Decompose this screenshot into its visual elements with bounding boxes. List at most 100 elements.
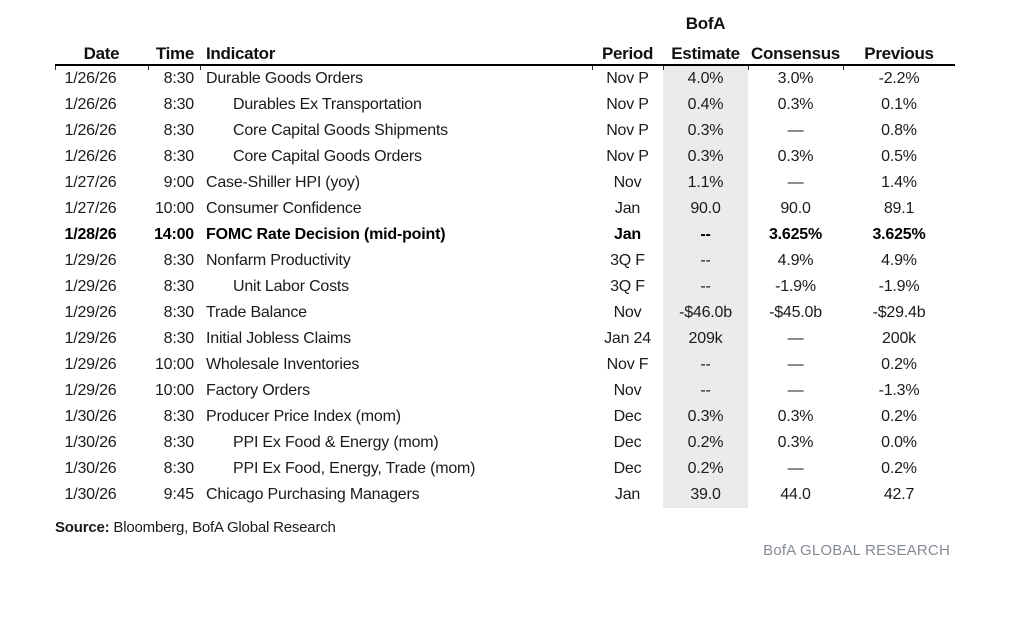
previous-cell: 200k [882,330,916,347]
previous-cell: 0.1% [881,96,917,113]
consensus-cell: -1.9% [775,278,816,295]
time-cell: 9:45 [163,486,195,503]
source-label: Source: [55,519,110,536]
consensus-cell: — [787,174,804,191]
date-cell: 1/29/26 [64,278,117,295]
time-cell: 8:30 [163,148,195,165]
col-header-period: Period [601,44,654,63]
estimate-cell: 0.3% [663,404,748,430]
consensus-cell: — [787,122,804,139]
indicator-cell: Durable Goods Orders [206,70,363,87]
estimate-cell: -- [663,248,748,274]
indicator-cell: PPI Ex Food & Energy (mom) [233,434,439,451]
estimate-cell: -- [663,274,748,300]
estimate-cell: -- [663,352,748,378]
table-row: 1/29/26 8:30 Nonfarm Productivity 3Q F -… [55,248,955,274]
time-cell: 9:00 [163,174,195,191]
date-cell: 1/29/26 [64,304,117,321]
period-cell: Nov [613,304,642,321]
col-header-previous: Previous [864,44,934,63]
consensus-cell: 0.3% [777,96,814,113]
date-cell: 1/30/26 [64,460,117,477]
consensus-cell: — [787,356,804,373]
column-tick [663,66,664,70]
indicator-cell: PPI Ex Food, Energy, Trade (mom) [233,460,476,477]
estimate-cell: 4.0% [663,66,748,92]
indicator-cell: Unit Labor Costs [233,278,349,295]
indicator-cell: Trade Balance [206,304,307,321]
previous-cell: 0.2% [881,356,917,373]
date-cell: 1/29/26 [64,330,117,347]
table-row: 1/30/26 9:45 Chicago Purchasing Managers… [55,482,955,508]
table-row: 1/29/26 8:30 Unit Labor Costs 3Q F -- -1… [55,274,955,300]
period-cell: Nov [613,382,642,399]
consensus-cell: 44.0 [780,486,811,503]
time-cell: 10:00 [154,200,194,217]
previous-cell: 0.2% [881,460,917,477]
period-cell: Dec [613,460,642,477]
estimate-cell: 209k [663,326,748,352]
estimate-cell: 0.2% [663,456,748,482]
table-row: 1/30/26 8:30 PPI Ex Food, Energy, Trade … [55,456,955,482]
consensus-cell: — [787,460,804,477]
period-cell: 3Q F [610,278,645,295]
source-line: Source: Bloomberg, BofA Global Research [55,519,336,536]
indicator-cell: Core Capital Goods Shipments [233,122,448,139]
previous-cell: 4.9% [881,252,917,269]
col-header-date: Date [83,44,120,63]
table-row: 1/30/26 8:30 PPI Ex Food & Energy (mom) … [55,430,955,456]
period-cell: Nov [613,174,642,191]
previous-cell: -1.3% [878,382,920,399]
previous-cell: 0.0% [881,434,917,451]
table-row: 1/26/26 8:30 Core Capital Goods Orders N… [55,144,955,170]
time-cell: 8:30 [163,408,195,425]
header-rule [55,64,955,70]
period-cell: 3Q F [610,252,645,269]
period-cell: Dec [613,434,642,451]
consensus-cell: — [787,330,804,347]
previous-cell: 0.8% [881,122,917,139]
period-cell: Jan [614,226,641,243]
column-tick [748,66,749,70]
previous-cell: 0.5% [881,148,917,165]
column-tick [592,66,593,70]
time-cell: 8:30 [163,330,195,347]
col-header-consensus: Consensus [751,44,840,63]
column-tick [200,66,201,70]
table-row: 1/29/26 8:30 Trade Balance Nov -$46.0b -… [55,300,955,326]
date-cell: 1/29/26 [64,252,117,269]
table-row: 1/28/26 14:00 FOMC Rate Decision (mid-po… [55,222,955,248]
brand-footer: BofA GLOBAL RESEARCH [763,542,950,559]
table-row: 1/26/26 8:30 Durables Ex Transportation … [55,92,955,118]
indicator-cell: Consumer Confidence [206,200,362,217]
time-cell: 8:30 [163,122,195,139]
previous-cell: 89.1 [883,200,915,217]
indicator-cell: FOMC Rate Decision (mid-point) [206,226,446,243]
consensus-cell: 0.3% [777,148,814,165]
estimate-cell: 90.0 [663,196,748,222]
period-cell: Jan [614,486,641,503]
time-cell: 8:30 [163,304,195,321]
consensus-cell: 4.9% [777,252,814,269]
estimate-top-label: BofA [685,14,726,33]
table-body: 1/26/26 8:30 Durable Goods Orders Nov P … [55,66,955,508]
table-row: 1/27/26 9:00 Case-Shiller HPI (yoy) Nov … [55,170,955,196]
estimate-cell: 0.3% [663,118,748,144]
consensus-cell: 0.3% [777,434,814,451]
previous-cell: -2.2% [878,70,920,87]
table-row: 1/29/26 10:00 Wholesale Inventories Nov … [55,352,955,378]
estimate-cell: -- [663,222,748,248]
indicator-cell: Wholesale Inventories [206,356,360,373]
date-cell: 1/29/26 [64,356,117,373]
date-cell: 1/27/26 [64,174,117,191]
estimate-cell: 39.0 [663,482,748,508]
previous-cell: -1.9% [878,278,920,295]
indicator-cell: Core Capital Goods Orders [233,148,422,165]
indicator-cell: Initial Jobless Claims [206,330,351,347]
estimate-cell: 0.4% [663,92,748,118]
period-cell: Jan [614,200,641,217]
consensus-cell: -$45.0b [769,304,822,321]
period-cell: Nov F [606,356,649,373]
table-header-top-row: BofA [55,10,955,34]
